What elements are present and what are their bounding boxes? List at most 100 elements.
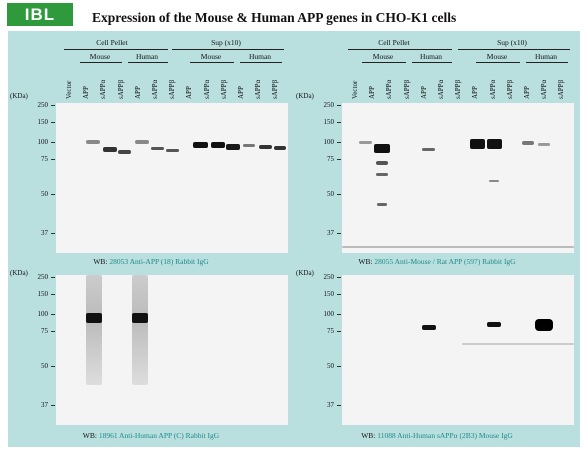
group-line <box>128 62 168 63</box>
lane-label: sAPPβ <box>557 79 566 99</box>
group-line <box>412 62 452 63</box>
marker-label: 150 <box>323 290 335 298</box>
marker-label: 100 <box>323 138 335 146</box>
marker-label: 37 <box>327 229 334 237</box>
blot-band <box>359 141 372 144</box>
western-blot-image <box>56 103 288 253</box>
lane-label: sAPPα <box>540 79 549 99</box>
blot-band <box>462 343 574 345</box>
marker-tick <box>337 294 341 295</box>
blot-band <box>377 203 387 206</box>
kda-label: (KDa) <box>296 92 314 100</box>
blot-band <box>259 145 272 149</box>
antibody-link[interactable]: 28055 Anti-Mouse / Rat APP (597) Rabbit … <box>374 257 516 266</box>
lane-label: sAPPβ <box>219 79 228 99</box>
blot-caption: WB: 28053 Anti-APP (18) Rabbit IgG <box>8 257 294 266</box>
group-sup-label: Sup (x10) <box>497 38 527 47</box>
lane-label: sAPPβ <box>271 79 280 99</box>
group-line <box>80 62 122 63</box>
group-line <box>526 62 568 63</box>
group-mouse-label: Mouse <box>372 52 394 61</box>
marker-tick <box>337 105 341 106</box>
marker-tick <box>51 277 55 278</box>
marker-tick <box>51 331 55 332</box>
marker-label: 37 <box>41 401 48 409</box>
blot-band <box>376 161 388 165</box>
blot-band <box>342 246 574 248</box>
antibody-link[interactable]: 28053 Anti-APP (18) Rabbit IgG <box>109 257 209 266</box>
marker-tick <box>51 314 55 315</box>
marker-label: 50 <box>41 190 48 198</box>
group-line <box>64 49 168 50</box>
blot-band <box>376 173 388 176</box>
lane-label: sAPPβ <box>505 79 514 99</box>
marker-label: 250 <box>37 273 49 281</box>
panel-anti-mouse-rat-app-597: Cell Pellet Sup (x10) Mouse Human Mouse … <box>294 31 580 267</box>
marker-label: 100 <box>37 138 49 146</box>
marker-tick <box>337 277 341 278</box>
marker-tick <box>337 331 341 332</box>
group-line <box>240 62 282 63</box>
marker-label: 150 <box>37 118 49 126</box>
western-blot-image <box>342 103 574 253</box>
blot-band <box>535 319 553 331</box>
marker-label: 100 <box>37 310 49 318</box>
lane-label: APP <box>471 86 480 99</box>
blot-band <box>487 322 501 327</box>
marker-tick <box>51 122 55 123</box>
lane-label: APP <box>82 86 91 99</box>
blot-band <box>470 139 485 149</box>
caption-prefix: WB: <box>358 257 375 266</box>
lane-label: sAPPα <box>99 79 108 99</box>
marker-label: 75 <box>327 327 334 335</box>
marker-tick <box>337 194 341 195</box>
blot-band <box>135 140 149 144</box>
lane-label: sAPPα <box>254 79 263 99</box>
lane-label: sAPPβ <box>168 79 177 99</box>
blot-band <box>538 143 550 146</box>
marker-label: 100 <box>323 310 335 318</box>
marker-label: 150 <box>323 118 335 126</box>
panel-anti-app-18: Cell Pellet Sup (x10) Mouse Human Mouse … <box>8 31 294 267</box>
group-line <box>348 49 452 50</box>
lane-label: sAPPβ <box>402 79 411 99</box>
figure-panel-background: Cell Pellet Sup (x10) Mouse Human Mouse … <box>8 31 580 447</box>
lane-label: sAPPβ <box>116 79 125 99</box>
blot-band <box>487 139 502 149</box>
caption-prefix: WB: <box>82 431 99 440</box>
blot-band <box>243 144 255 147</box>
marker-tick <box>337 122 341 123</box>
marker-label: 37 <box>327 401 334 409</box>
lane-label: APP <box>368 86 377 99</box>
panel-anti-human-sappa-2b3: (KDa) 250 150 100 75 50 37 WB: 11088 Anti-Hum… <box>294 267 580 447</box>
kda-label: (KDa) <box>296 269 314 277</box>
marker-label: 75 <box>41 155 48 163</box>
marker-tick <box>51 233 55 234</box>
marker-label: 50 <box>327 362 334 370</box>
marker-tick <box>337 366 341 367</box>
blot-band <box>422 325 436 330</box>
kda-label: (KDa) <box>10 92 28 100</box>
marker-label: 50 <box>41 362 48 370</box>
blot-band <box>193 142 208 148</box>
marker-tick <box>337 159 341 160</box>
antibody-link[interactable]: 18961 Anti-Human APP (C) Rabbit IgG <box>98 431 220 440</box>
marker-tick <box>51 405 55 406</box>
western-blot-image <box>342 275 574 425</box>
marker-label: 75 <box>327 155 334 163</box>
marker-tick <box>51 142 55 143</box>
lane-label: sAPPα <box>437 79 445 99</box>
figure-title: Expression of the Mouse & Human APP gene… <box>92 10 457 25</box>
antibody-link[interactable]: 11088 Anti-Human sAPPα (2B3) Mouse IgG <box>377 431 513 440</box>
blot-band <box>118 150 131 154</box>
marker-tick <box>51 294 55 295</box>
marker-label: 150 <box>37 290 49 298</box>
lane-label: sAPPα <box>151 79 159 99</box>
group-mouse-label: Mouse <box>89 52 111 61</box>
lane-label: APP <box>419 86 428 99</box>
lane-label: sAPPα <box>488 79 497 99</box>
group-human-label: Human <box>419 52 443 61</box>
marker-label: 37 <box>41 229 48 237</box>
marker-label: 250 <box>323 101 335 109</box>
group-mouse-label: Mouse <box>200 52 222 61</box>
